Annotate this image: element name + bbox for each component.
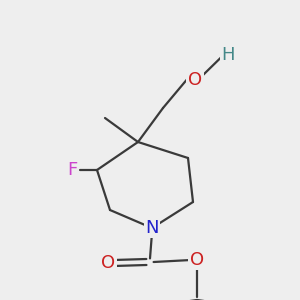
Text: O: O [190,251,204,269]
Text: H: H [221,46,235,64]
Text: O: O [101,254,115,272]
Text: F: F [67,161,77,179]
Text: N: N [145,219,159,237]
Text: O: O [188,71,202,89]
